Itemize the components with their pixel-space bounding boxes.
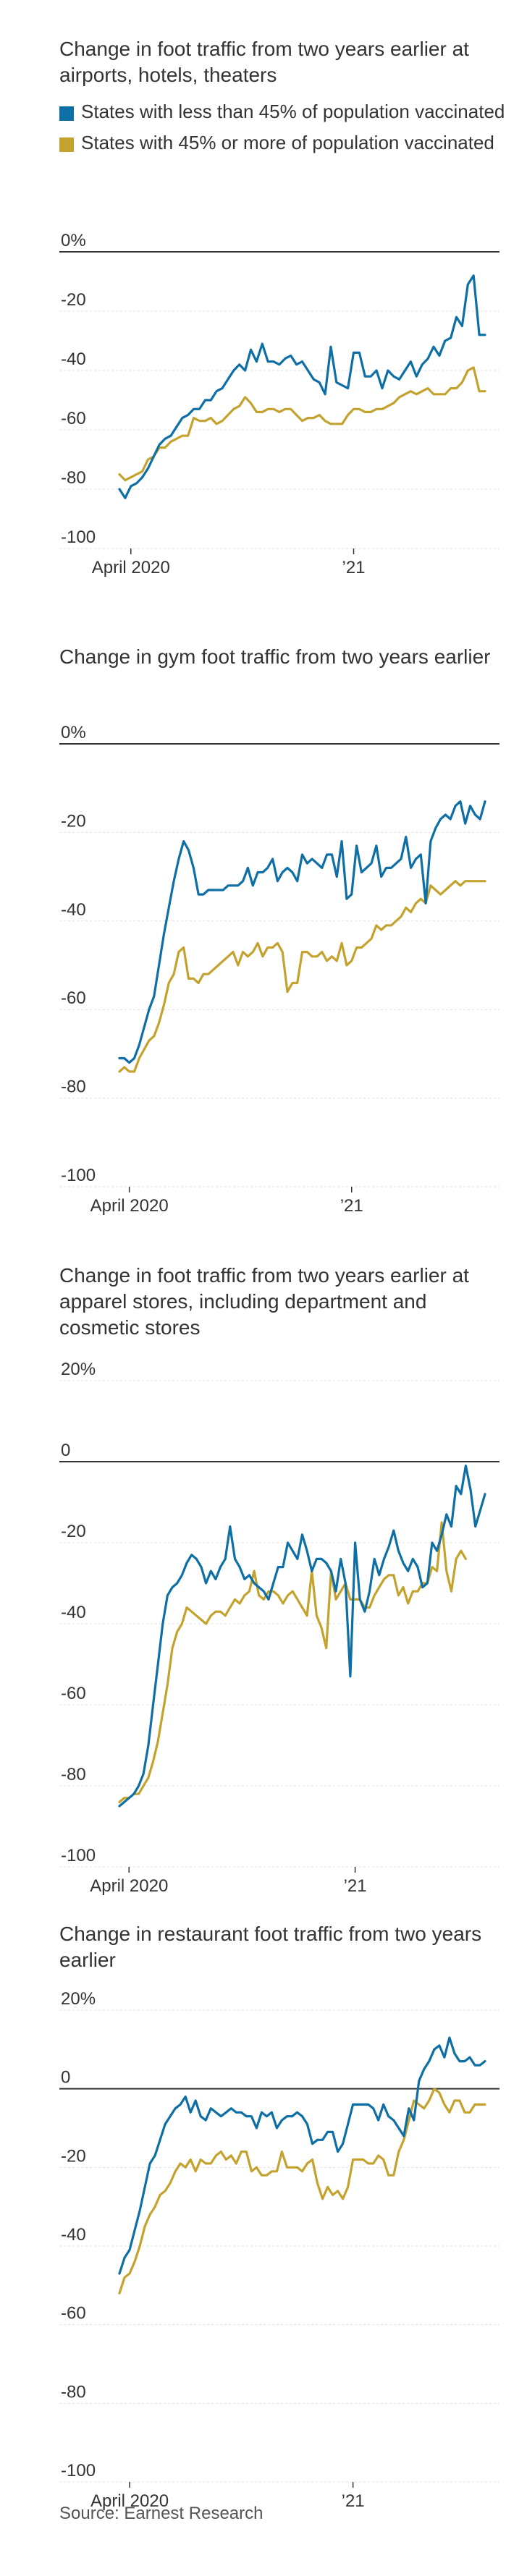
x-tick-label: ’21 — [342, 558, 366, 577]
x-tick-label: ’21 — [342, 2491, 365, 2511]
series-line-low-vax — [118, 800, 486, 1064]
legend: States with less than 45% of population … — [59, 100, 508, 162]
series-line-low-vax — [118, 274, 486, 499]
y-tick-label: -80 — [61, 468, 86, 488]
line-chart-airports-hotels-theaters: 0% -20 -40 -60 -80 -100 April 2020 ’21 — [59, 232, 499, 577]
y-tick-label: -100 — [61, 2461, 96, 2480]
legend-swatch-high-vax — [59, 137, 74, 152]
y-tick-label: -80 — [61, 1077, 86, 1097]
y-tick-label: 20% — [61, 1990, 96, 2009]
y-tick-label: -80 — [61, 2382, 86, 2402]
y-tick-label: -40 — [61, 900, 86, 920]
x-tick-label: ’21 — [340, 1196, 363, 1216]
y-tick-label: 0% — [61, 724, 86, 742]
y-tick-label: -40 — [61, 349, 86, 369]
legend-label: States with 45% or more of population va… — [81, 132, 494, 153]
y-tick-label: 20% — [61, 1360, 96, 1379]
y-tick-label: -20 — [61, 290, 86, 310]
y-tick-label: -20 — [61, 2146, 86, 2166]
series-line-high-vax — [118, 366, 486, 482]
series-line-low-vax — [118, 2036, 486, 2275]
chart-title: Change in gym foot traffic from two year… — [59, 645, 491, 668]
y-tick-label: -40 — [61, 1603, 86, 1622]
y-tick-label: -20 — [61, 1522, 86, 1541]
y-tick-label: 0 — [61, 1441, 70, 1460]
legend-label: States with less than 45% of population … — [81, 101, 505, 122]
series-line-high-vax — [118, 2088, 486, 2295]
y-tick-label: -60 — [61, 409, 86, 428]
series-line-high-vax — [118, 1521, 468, 1804]
source-note: Source: Earnest Research — [59, 2504, 264, 2523]
x-tick-label: April 2020 — [90, 1876, 168, 1896]
x-tick-label: April 2020 — [92, 558, 170, 577]
y-tick-label: 0% — [61, 232, 86, 250]
legend-swatch-low-vax — [59, 106, 74, 121]
y-tick-label: -100 — [61, 528, 96, 547]
legend-item-low-vax: States with less than 45% of population … — [59, 100, 508, 124]
y-tick-label: -20 — [61, 811, 86, 831]
y-tick-label: -100 — [61, 1166, 96, 1185]
line-chart-restaurants: 20% 0 -20 -40 -60 -80 -100 April 2020 ’21 — [59, 1990, 499, 2511]
y-tick-label: 0 — [61, 2068, 70, 2088]
x-tick-label: April 2020 — [90, 1196, 169, 1216]
y-tick-label: -40 — [61, 2225, 86, 2245]
chart-title: Change in foot traffic from two years ea… — [59, 38, 469, 86]
y-tick-label: -60 — [61, 988, 86, 1008]
chart-title: Change in restaurant foot traffic from t… — [59, 1923, 482, 1971]
line-chart-apparel-stores: 20% 0 -20 -40 -60 -80 -100 April 2020 ’21 — [59, 1360, 499, 1896]
line-chart-gym: 0% -20 -40 -60 -80 -100 April 2020 ’21 — [59, 724, 499, 1216]
y-tick-label: -80 — [61, 1765, 86, 1784]
legend-item-high-vax: States with 45% or more of population va… — [59, 131, 508, 155]
y-tick-label: -100 — [61, 1846, 96, 1865]
chart-title: Change in foot traffic from two years ea… — [59, 1264, 469, 1339]
y-tick-label: -60 — [61, 1684, 86, 1703]
series-line-low-vax — [118, 1465, 486, 1808]
x-tick-label: ’21 — [344, 1876, 367, 1896]
y-tick-label: -60 — [61, 2304, 86, 2323]
x-tick-label: April 2020 — [90, 2491, 169, 2511]
series-line-high-vax — [118, 880, 486, 1073]
